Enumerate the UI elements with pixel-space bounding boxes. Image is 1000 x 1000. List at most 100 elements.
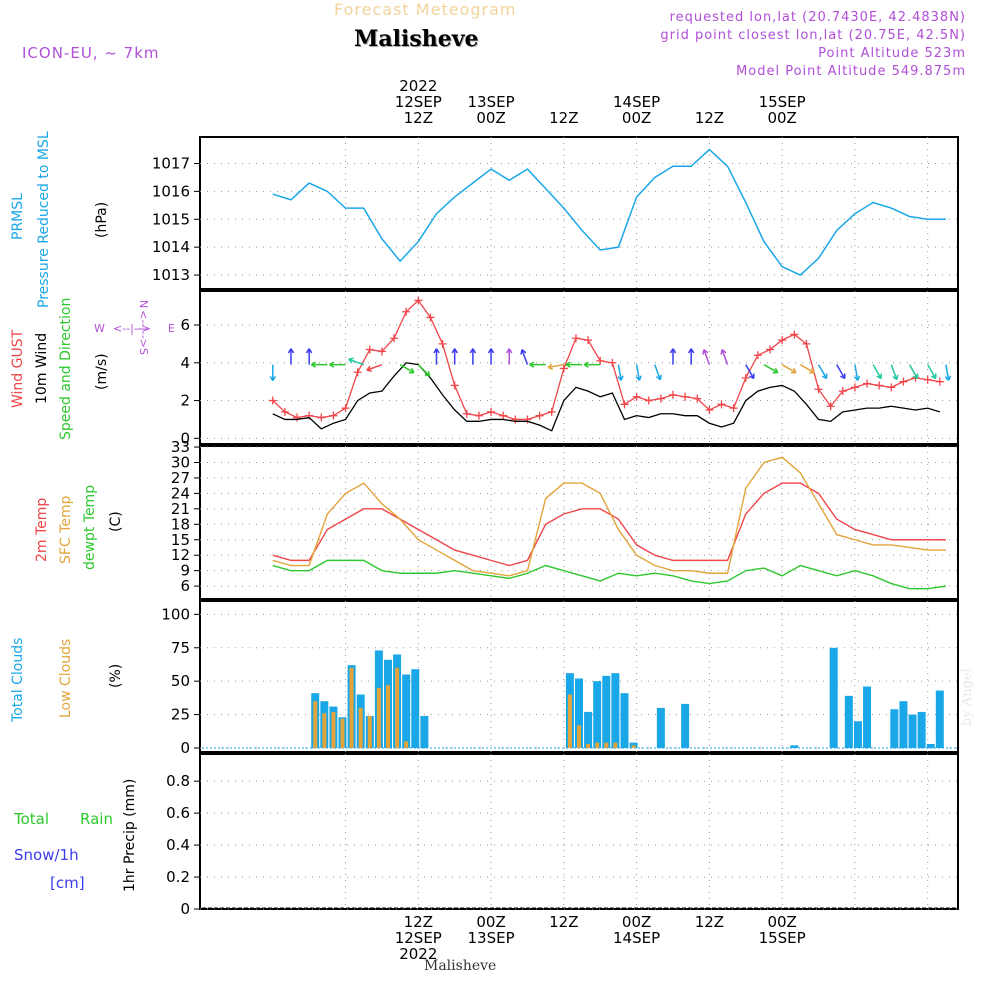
wind-gust-marker — [753, 351, 762, 360]
wind-arrow-head — [790, 367, 797, 374]
y-tick-label: 21 — [171, 500, 190, 518]
pressure-line — [272, 148, 946, 276]
wind-labels: Wind GUST 10m Wind Speed and Direction (m/s… — [10, 298, 110, 440]
bottom-time-label-line: 12Z — [694, 913, 725, 931]
bottom-time-label-line: 00Z — [476, 913, 506, 931]
total-clouds-bar — [575, 678, 583, 748]
wind-gust-marker — [875, 381, 884, 390]
wind-direction-arrow — [366, 363, 383, 371]
wind-direction-arrow — [908, 364, 919, 379]
wind-arrow-head — [772, 367, 779, 374]
wind-gust-marker — [923, 375, 932, 384]
wind-direction-arrow — [703, 349, 711, 365]
wind-direction-arrow — [763, 364, 779, 374]
wind-arrow-head — [451, 348, 458, 354]
low-clouds-bar — [613, 742, 618, 748]
wind-direction-arrow — [617, 364, 622, 381]
total-clouds-bar — [602, 675, 611, 748]
wind-gust-marker — [487, 407, 496, 416]
top-time-label-line: 00Z — [476, 109, 506, 127]
y-tick-label: 0.2 — [166, 868, 190, 886]
wind-gust-marker — [935, 377, 944, 386]
y-tick-label: 6 — [180, 316, 190, 334]
wind-direction-arrow — [745, 364, 755, 379]
bottom-time-label-line: 00Z — [621, 913, 652, 931]
y-tick-label: 6 — [180, 577, 190, 595]
total-clouds-bar — [863, 686, 872, 748]
panel-frame-clouds — [199, 600, 959, 753]
wind-direction-arrow — [817, 364, 828, 379]
meteogram-subtitle: Forecast Meteogram — [334, 0, 517, 19]
wind-gust-marker — [474, 411, 483, 420]
low-clouds-bar — [567, 694, 572, 748]
top-time-label-line: 2022 — [399, 77, 438, 95]
top-time-label: 15SEP 00Z — [742, 78, 822, 126]
low-clouds-bar — [586, 743, 591, 748]
bottom-time-label-line: 13SEP — [467, 929, 515, 947]
top-time-label-line: 13SEP — [467, 93, 515, 111]
wind-direction-arrow — [417, 364, 431, 377]
total-clouds-bar — [620, 693, 629, 748]
wind-gust-marker — [547, 407, 556, 416]
wind-arrow-head — [635, 375, 642, 381]
pressure-subtitle-label: Pressure Reduced to MSL — [36, 131, 52, 308]
wind-gust-marker — [814, 385, 823, 394]
wind-direction-arrow — [872, 364, 882, 379]
wind-gust-marker — [802, 339, 811, 348]
bottom-time-label: 12Z — [524, 914, 604, 962]
wind-gust-marker — [523, 415, 532, 424]
y-tick-label: 100 — [161, 605, 190, 623]
bottom-time-label: 12Z 12SEP 2022 — [378, 914, 458, 962]
wind-gust-marker — [317, 413, 326, 422]
wind-unit-label: (m/s) — [94, 353, 110, 390]
wind-gust-label: Wind GUST — [10, 329, 26, 408]
wind-gust-marker — [559, 364, 568, 373]
wind-arrow-head — [892, 374, 899, 381]
wind-gust-marker — [584, 336, 593, 345]
wind-gust-marker — [426, 313, 435, 322]
y-tick-label: 9 — [180, 562, 190, 580]
wind-direction-arrow — [348, 358, 364, 366]
wind-gust-marker — [656, 394, 665, 403]
wind-arrow-head — [565, 361, 571, 368]
wind-gust-marker — [450, 381, 459, 390]
y-tick-label: 18 — [171, 515, 190, 533]
sfc-temp-line — [272, 456, 946, 577]
top-time-label-line: 12SEP — [394, 93, 442, 111]
bottom-time-label: 12Z — [669, 914, 749, 962]
dewpt-temp-label: dewpt Temp — [82, 485, 98, 570]
wind-arrow-head — [433, 348, 440, 354]
wind-gust-marker — [681, 392, 690, 401]
wind-gust-marker — [402, 307, 411, 316]
low-clouds-bar — [376, 687, 381, 748]
wind-arrow-head — [408, 367, 415, 374]
top-time-label-line: 00Z — [767, 109, 797, 127]
wind-gust-marker — [887, 383, 896, 392]
top-time-label-line: 12Z — [403, 109, 433, 127]
compass-ns-arrow: <--|--> — [137, 310, 150, 348]
total-clouds-bar — [790, 745, 799, 748]
wind-arrow-head — [529, 361, 535, 368]
dewpt-temp-line — [272, 559, 946, 590]
total-clouds-bar — [935, 690, 944, 748]
wind-gust-marker — [438, 339, 447, 348]
low-clouds-bar — [404, 741, 409, 748]
wind-gust-marker — [632, 392, 641, 401]
wind-gust-marker — [353, 368, 362, 377]
precip-unit-label: 1hr Precip (mm) — [122, 779, 138, 892]
wind-arrow-head — [669, 348, 677, 354]
wind-arrow-head — [930, 373, 937, 380]
compass-east: E — [168, 322, 175, 335]
wind-arrow-head — [287, 348, 295, 354]
wind-direction-arrow — [854, 364, 859, 381]
prmsl-label: PRMSL — [10, 193, 26, 240]
y-tick-label: 4 — [180, 354, 190, 372]
cloud-unit-label: (%) — [108, 664, 124, 688]
low-clouds-bar — [313, 701, 318, 748]
wind-gust-marker — [390, 334, 399, 343]
wind-arrow-head — [617, 375, 624, 381]
wind-arrow-head — [702, 349, 709, 355]
sfc-temp-label: SFC Temp — [58, 495, 74, 564]
wind-gust-marker — [341, 404, 350, 413]
compass-ew-arrow: <--|--> — [113, 322, 151, 335]
